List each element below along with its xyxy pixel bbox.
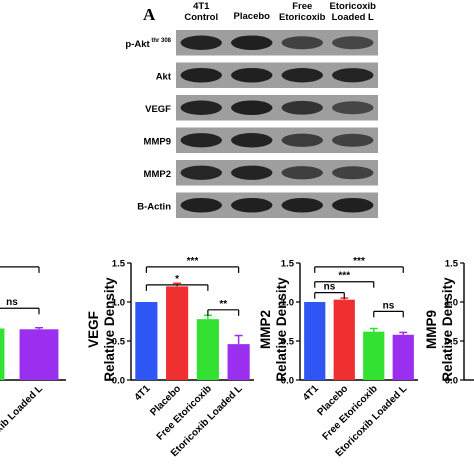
blot-band (180, 165, 222, 180)
bar (363, 331, 385, 380)
x-tick-label: oxib Loaded L (0, 383, 45, 439)
blot-column-header: 4T1 (193, 1, 210, 12)
significance-label: ns (324, 282, 336, 293)
significance-label: ns (6, 297, 18, 308)
panel-letter: A (143, 5, 156, 24)
y-tick-label: 0.0 (281, 376, 294, 387)
bar (135, 302, 158, 380)
blot-row-label: MMP9 (144, 136, 171, 147)
blot-band (332, 197, 374, 213)
blot-band (231, 100, 273, 116)
blot-band (281, 36, 323, 50)
blot-row-label: MMP2 (144, 169, 171, 180)
chart-1: icoxiboxib Loaded L*****ns (0, 266, 66, 439)
y-tick-label: 0.5 (112, 337, 126, 348)
bar (19, 329, 59, 380)
blot-band (332, 133, 374, 147)
y-axis-label: MMP9Relative Density (424, 277, 455, 382)
significance-label: *** (338, 271, 350, 282)
blot-band (281, 197, 323, 213)
blot-band (180, 100, 222, 115)
x-tick-label: Free Etoricoxib (155, 383, 214, 442)
blot-band (281, 100, 323, 115)
significance-label: ns (383, 300, 395, 311)
x-tick-label: 4T1 (301, 383, 321, 403)
blot-band (281, 133, 323, 147)
blot-band (180, 35, 222, 50)
blot-column-header: Loaded L (332, 12, 374, 23)
x-tick-label: 4T1 (133, 383, 153, 403)
bar (166, 286, 189, 380)
blot-row-label: VEGF (145, 104, 171, 115)
blot-band (180, 197, 222, 213)
y-tick-label: 1.0 (112, 298, 125, 309)
significance-label: ** (219, 299, 227, 310)
significance-label: *** (353, 256, 365, 267)
bar (304, 302, 326, 380)
blot-band (332, 68, 374, 83)
bar (0, 328, 5, 380)
blot-column-header: Control (184, 12, 218, 23)
bar (196, 319, 219, 380)
y-tick-label: 0.0 (445, 376, 458, 387)
significance-label: * (175, 274, 179, 285)
y-tick-label: 1.5 (112, 259, 126, 270)
blot-column-header: Free (292, 1, 312, 12)
blot-band (332, 101, 374, 115)
y-tick-label: 0.5 (445, 337, 459, 348)
blot-column-header: Etoricoxib (279, 12, 326, 23)
y-tick-label: 1.5 (445, 259, 459, 270)
bar-charts: icoxiboxib Loaded L*****ns 0.0 0.5 1.0 1.5 VE… (0, 256, 474, 459)
blot-band (332, 36, 374, 50)
blot-column-header: Etoricoxib (330, 1, 377, 12)
y-axis-label: VEGFRelative Density (86, 277, 117, 382)
blot-band (332, 166, 374, 180)
blot-band (180, 67, 222, 83)
blot-band (281, 166, 323, 180)
blot-band (231, 165, 273, 180)
y-tick-label: 1.5 (281, 259, 295, 270)
y-tick-label: 1.0 (281, 298, 294, 309)
y-axis-label: MMP2Relative Density (258, 277, 289, 382)
blot-band (231, 35, 273, 51)
blot-band (231, 133, 273, 148)
blot-row-label: Akt (156, 71, 172, 82)
bar (392, 334, 414, 380)
blot-band (231, 197, 273, 213)
blot-row-label: p-Akt thr 308 (125, 38, 171, 50)
bar (333, 299, 355, 380)
blot-row-label: B-Actin (137, 201, 171, 212)
blot-band (231, 67, 273, 83)
y-tick-label: 1.0 (445, 298, 458, 309)
y-tick-label: 0.0 (112, 376, 125, 387)
blot-band (180, 133, 222, 148)
bar (227, 344, 250, 380)
chart-4: 0.0 0.5 1.0 1.5 MMP9Relative Density (424, 259, 474, 387)
y-tick-label: 0.5 (281, 337, 295, 348)
significance-label: *** (187, 256, 199, 267)
blot-column-header: Placebo (234, 11, 271, 22)
blot-band (281, 68, 323, 83)
